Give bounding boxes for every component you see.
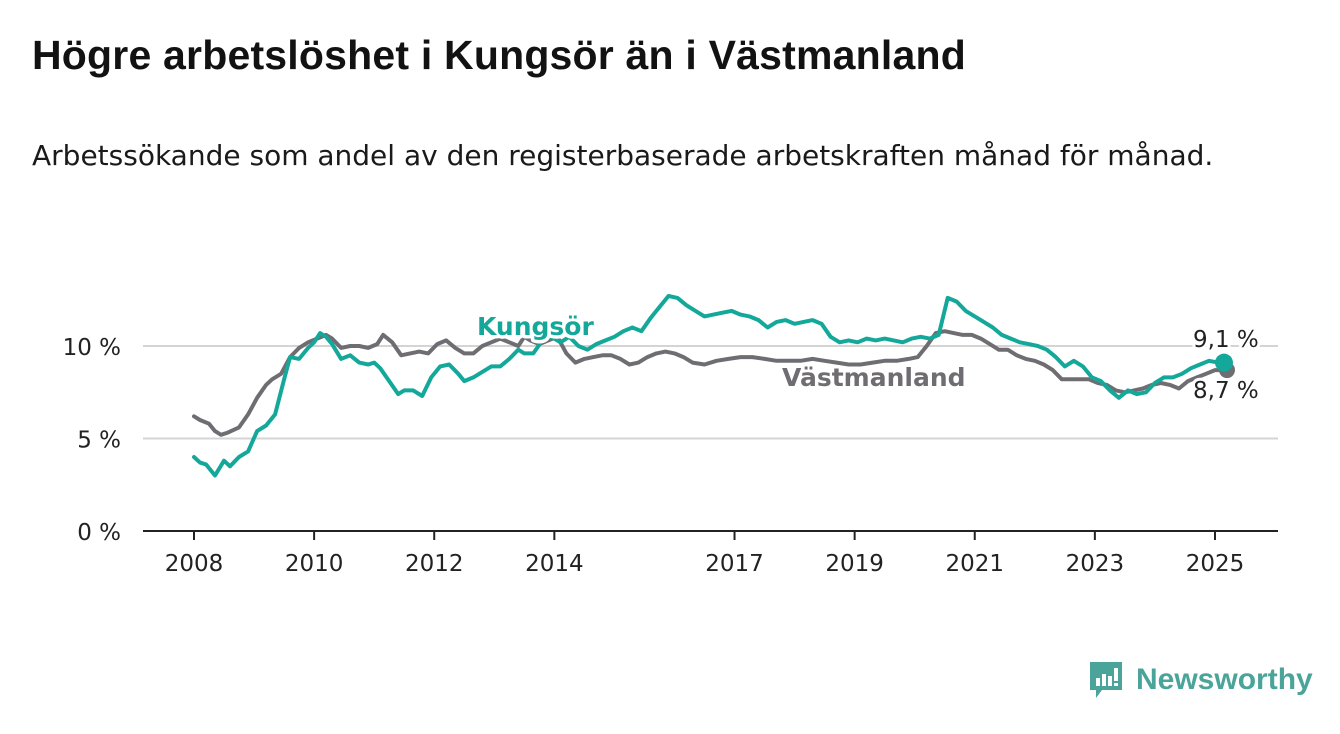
brand[interactable]: Newsworthy [1088,660,1313,700]
y-tick-label: 5 % [77,428,121,454]
end-marker-kungsor [1214,353,1233,372]
x-axis: 2008 2010 2012 2014 2017 2019 2021 2023 2025 [143,530,1278,577]
end-value-vastmanland-halo: 8,7 % [1193,378,1259,404]
chart-title: Högre arbetslöshet i Kungsör än i Västma… [32,32,966,78]
y-tick-label: 0 % [77,520,121,546]
end-value-vastmanland: 8,7 % [1193,378,1259,404]
x-tick-label: 2021 [945,551,1004,577]
x-tick-label: 2010 [285,551,344,577]
y-axis: 0 % 5 % 10 % [63,335,121,546]
series-name-vastmanland-halo: Västmanland [782,363,966,392]
series-line-vastmanland [192,329,1229,437]
x-tick-label: 2014 [525,551,584,577]
newsworthy-logo-icon [1090,662,1122,698]
series-lines [192,294,1235,478]
x-tick-label: 2012 [405,551,464,577]
chart-subtitle: Arbetssökande som andel av den registerb… [32,139,1214,172]
x-tick-label: 2008 [165,551,224,577]
series-name-kungsor-halo: Kungsör [477,312,594,341]
series-name-vastmanland: Västmanland [782,363,966,392]
x-tick-label: 2025 [1186,551,1245,577]
series-labels: KungsörKungsörVästmanlandVästmanland9,1 … [474,309,1262,408]
end-value-kungsor-halo: 9,1 % [1193,327,1259,353]
x-tick-label: 2023 [1066,551,1125,577]
x-tick-label: 2017 [705,551,764,577]
line-chart: 0 %5 %10 % 2008 2010 2012 2014 2017 2019 2021 2… [63,294,1278,577]
gridlines [143,345,1278,440]
y-tick-label: 10 % [63,335,121,361]
series-name-kungsor: Kungsör [477,312,594,341]
brand-name: Newsworthy [1136,663,1313,696]
series-line-kungsor [192,294,1226,478]
x-tick-label: 2019 [825,551,884,577]
end-value-kungsor: 9,1 % [1193,327,1259,353]
